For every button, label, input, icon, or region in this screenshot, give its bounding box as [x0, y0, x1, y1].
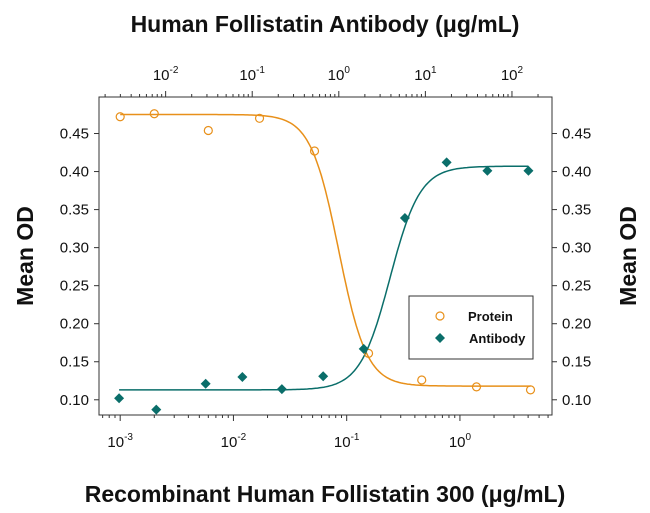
data-point-protein	[525, 385, 536, 395]
data-point-antibody	[237, 371, 248, 382]
plot-frame	[98, 96, 553, 416]
x-top-tick-label: 100	[328, 65, 351, 84]
data-point-protein	[254, 113, 265, 123]
x-axis-title: Recombinant Human Follistatin 300 (μg/mL…	[85, 481, 566, 507]
y-axis-title-right: Mean OD	[615, 206, 641, 306]
legend-marker-protein	[435, 311, 445, 321]
data-point-antibody	[151, 404, 162, 415]
data-point-protein	[115, 112, 125, 122]
y-tick-label-right: 0.15	[562, 354, 591, 371]
fit-curve-antibody	[119, 165, 529, 391]
y-tick-label-left: 0.25	[60, 278, 89, 295]
data-point-antibody	[399, 212, 410, 223]
x-bottom-tick-label: 10-3	[107, 432, 133, 451]
y-tick-label-left: 0.40	[60, 164, 89, 181]
y-tick-label-left: 0.15	[60, 354, 89, 371]
y-tick-label-right: 0.20	[562, 316, 591, 333]
y-tick-label-left: 0.45	[60, 126, 89, 143]
data-point-protein	[309, 146, 320, 156]
top-axis-title: Human Follistatin Antibody (μg/mL)	[131, 11, 520, 37]
legend: Protein Antibody	[408, 295, 534, 360]
data-point-antibody	[523, 165, 534, 176]
y-tick-label-left: 0.35	[60, 202, 89, 219]
data-point-protein	[149, 109, 159, 119]
x-bottom-tick-label: 10-2	[221, 432, 247, 451]
y-tick-label-right: 0.25	[562, 278, 591, 295]
data-point-protein	[363, 348, 374, 358]
y-tick-label-right: 0.35	[562, 202, 591, 219]
x-top-tick-label: 102	[501, 65, 524, 84]
data-point-antibody	[114, 393, 125, 404]
data-point-antibody	[318, 371, 329, 382]
x-bottom-tick-label: 100	[449, 432, 472, 451]
data-point-antibody	[276, 384, 287, 395]
fit-curve-protein	[120, 113, 531, 387]
y-tick-label-right: 0.30	[562, 240, 591, 257]
y-axis-title-left: Mean OD	[12, 206, 38, 306]
data-point-protein	[417, 375, 427, 385]
legend-label-protein: Protein	[468, 309, 513, 324]
data-point-antibody	[200, 378, 211, 389]
data-point-protein	[471, 382, 482, 392]
x-top-tick-label: 101	[414, 65, 437, 84]
y-tick-label-right: 0.10	[562, 392, 591, 409]
y-tick-label-left: 0.20	[60, 316, 89, 333]
y-tick-label-right: 0.45	[562, 126, 591, 143]
legend-label-antibody: Antibody	[469, 331, 526, 346]
data-point-antibody	[358, 343, 369, 354]
y-tick-label-left: 0.10	[60, 392, 89, 409]
x-top-tick-label: 10-2	[153, 65, 179, 84]
data-point-antibody	[441, 157, 452, 168]
legend-box	[408, 295, 534, 360]
data-point-protein	[203, 125, 213, 136]
legend-marker-antibody	[435, 333, 445, 343]
x-bottom-tick-label: 10-1	[334, 432, 360, 451]
x-top-tick-label: 10-1	[239, 65, 265, 84]
y-tick-label-right: 0.40	[562, 164, 591, 181]
data-point-antibody	[482, 165, 493, 176]
y-tick-label-left: 0.30	[60, 240, 89, 257]
